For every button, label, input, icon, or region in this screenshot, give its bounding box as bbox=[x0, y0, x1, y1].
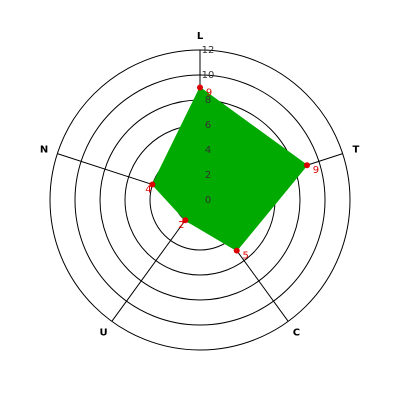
r-tick-label: 0 bbox=[205, 195, 211, 206]
value-label: 9 bbox=[313, 165, 319, 176]
data-point bbox=[233, 247, 240, 254]
data-area bbox=[151, 86, 308, 252]
category-label: U bbox=[100, 328, 108, 339]
data-point bbox=[197, 84, 203, 91]
value-label: 5 bbox=[243, 251, 249, 262]
value-label: 9 bbox=[206, 88, 212, 99]
r-tick-label: 12 bbox=[202, 45, 215, 56]
category-label: L bbox=[197, 31, 204, 42]
value-label: 2 bbox=[178, 220, 184, 231]
category-label: C bbox=[293, 328, 300, 339]
category-label: N bbox=[40, 144, 48, 155]
r-tick-label: 6 bbox=[205, 120, 211, 131]
value-label: 4 bbox=[145, 185, 151, 196]
category-label: T bbox=[353, 144, 360, 155]
r-tick-label: 4 bbox=[205, 145, 211, 156]
data-point bbox=[182, 217, 189, 224]
r-tick-label: 2 bbox=[205, 170, 211, 181]
data-point bbox=[303, 162, 310, 169]
r-tick-label: 8 bbox=[205, 95, 211, 106]
data-point bbox=[149, 181, 156, 188]
r-tick-label: 10 bbox=[202, 70, 215, 81]
